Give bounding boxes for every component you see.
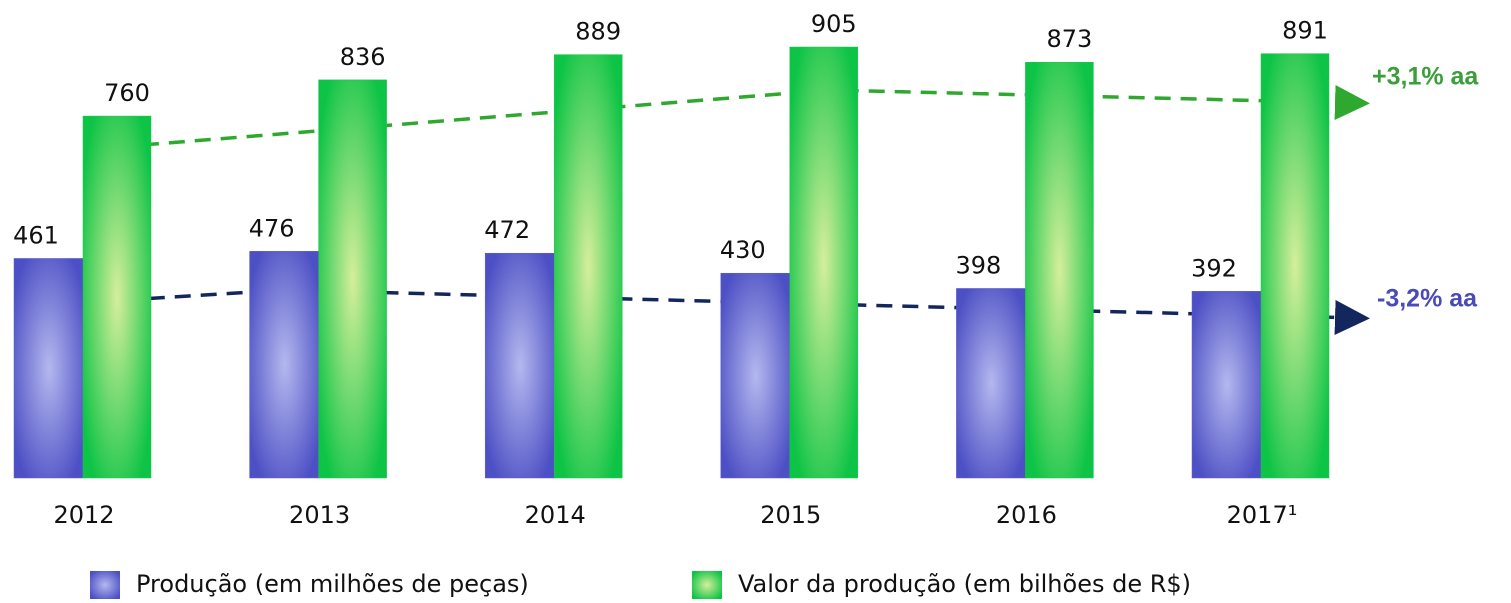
bar [789,46,859,479]
x-tick-label: 2014 [525,501,586,529]
trend-line [44,288,1370,335]
annotation: +3,1% aa [1372,63,1479,91]
x-tick-label: 2013 [289,501,350,529]
bar [318,79,387,479]
x-tick-label: 2015 [760,501,821,529]
bar [82,115,152,479]
value-label: 398 [955,251,1001,279]
value-label: 461 [13,221,59,249]
bar [1260,53,1330,479]
value-label: 430 [720,236,766,264]
bar [484,252,556,479]
value-label: 760 [104,79,150,107]
value-label: 889 [575,18,621,46]
x-tick-label: 2016 [996,501,1057,529]
legend-swatch [692,571,722,599]
annotation: -3,2% aa [1377,285,1478,313]
bar [720,272,792,479]
value-label: 836 [340,43,386,71]
value-label: 905 [811,10,857,38]
value-label: 873 [1046,25,1092,53]
x-tick-label: 2017¹ [1227,501,1298,529]
legend-label: Produção (em milhões de peças) [136,570,529,598]
bar [1025,61,1094,479]
legend-label: Valor da produção (em bilhões de R$) [738,570,1191,598]
value-label: 472 [484,216,530,244]
bar [249,251,320,479]
trend-line [116,84,1370,149]
bar [956,288,1027,479]
legend-swatch [90,571,120,599]
bar [1191,291,1263,479]
bar [553,54,623,479]
x-tick-label: 2012 [53,501,114,529]
value-label: 476 [249,214,295,242]
value-label: 891 [1282,17,1328,45]
bar [13,258,85,479]
value-label: 392 [1191,254,1237,282]
